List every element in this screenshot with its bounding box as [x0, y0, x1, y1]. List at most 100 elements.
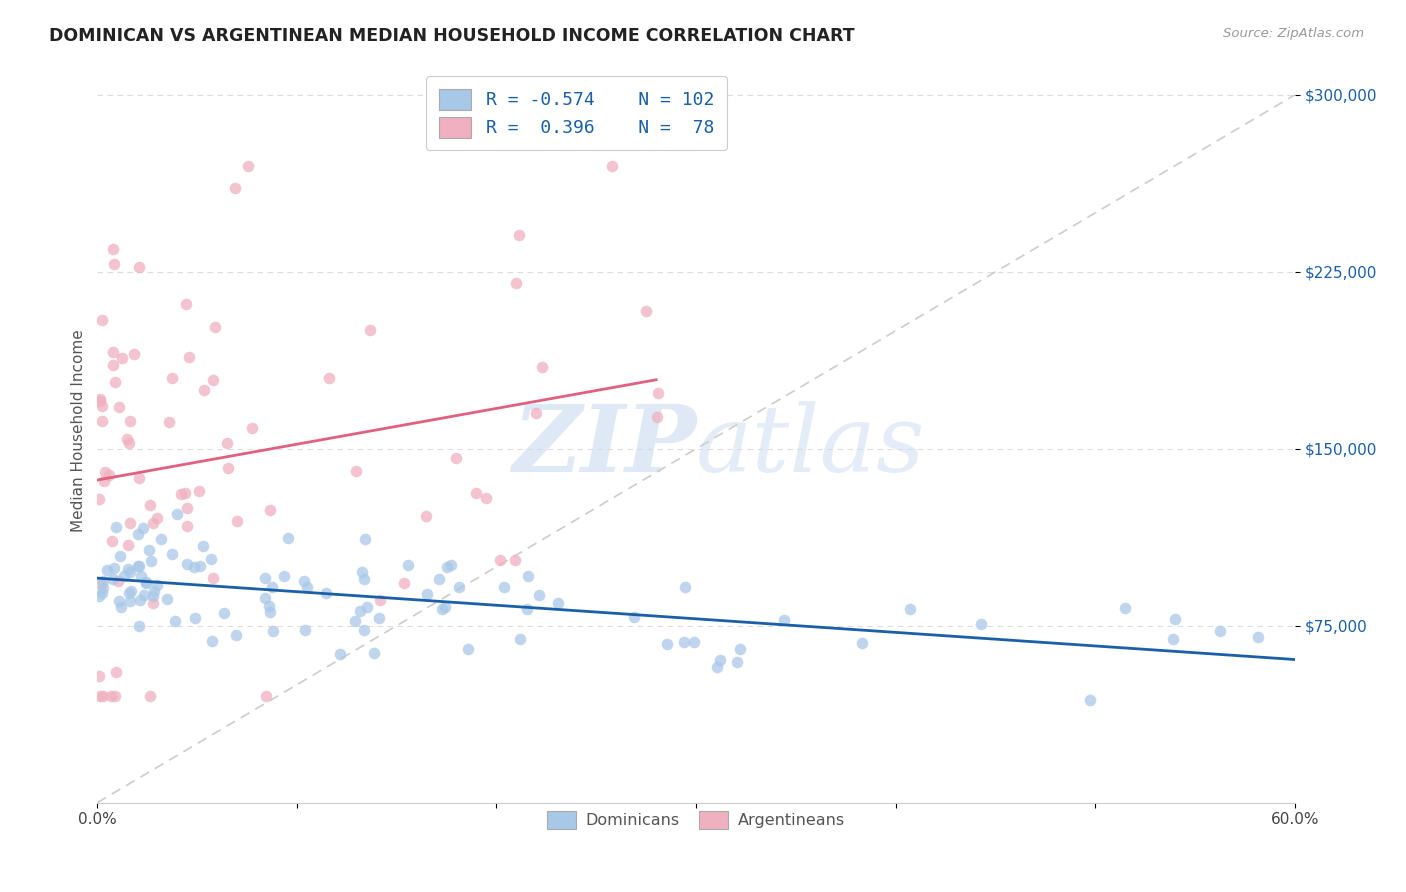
Point	[728, 642, 751, 657]
Point	[103, 560, 125, 574]
Point	[115, 432, 138, 446]
Point	[91, 586, 114, 600]
Point	[103, 358, 125, 372]
Point	[139, 690, 162, 704]
Text: DOMINICAN VS ARGENTINEAN MEDIAN HOUSEHOLD INCOME CORRELATION CHART: DOMINICAN VS ARGENTINEAN MEDIAN HOUSEHOL…	[49, 27, 855, 45]
Point	[89, 589, 111, 603]
Point	[156, 592, 179, 607]
Point	[240, 421, 263, 435]
Point	[97, 468, 120, 483]
Point	[103, 242, 125, 256]
Point	[259, 503, 281, 517]
Point	[217, 436, 239, 450]
Point	[706, 659, 728, 673]
Point	[294, 623, 316, 637]
Point	[134, 588, 156, 602]
Point	[396, 558, 419, 573]
Point	[104, 375, 127, 389]
Point	[162, 371, 184, 385]
Point	[184, 611, 207, 625]
Point	[363, 646, 385, 660]
Point	[128, 470, 150, 484]
Point	[128, 559, 150, 574]
Point	[524, 406, 547, 420]
Point	[773, 613, 796, 627]
Point	[89, 491, 111, 506]
Point	[970, 617, 993, 632]
Point	[359, 322, 381, 336]
Point	[318, 371, 340, 385]
Point	[1164, 612, 1187, 626]
Point	[204, 319, 226, 334]
Point	[127, 527, 149, 541]
Text: ZIP: ZIP	[512, 401, 696, 491]
Point	[531, 360, 554, 375]
Point	[90, 414, 112, 428]
Point	[277, 532, 299, 546]
Point	[128, 618, 150, 632]
Point	[200, 552, 222, 566]
Point	[143, 583, 166, 598]
Point	[131, 568, 153, 582]
Point	[160, 547, 183, 561]
Point	[465, 486, 488, 500]
Point	[432, 602, 454, 616]
Point	[673, 581, 696, 595]
Point	[202, 571, 225, 585]
Point	[647, 385, 669, 400]
Point	[217, 461, 239, 475]
Point	[645, 409, 668, 424]
Point	[655, 637, 678, 651]
Point	[368, 611, 391, 625]
Point	[349, 604, 371, 618]
Point	[120, 516, 142, 530]
Text: Source: ZipAtlas.com: Source: ZipAtlas.com	[1223, 27, 1364, 40]
Point	[315, 586, 337, 600]
Point	[488, 553, 510, 567]
Point	[141, 554, 163, 568]
Point	[176, 557, 198, 571]
Point	[295, 580, 318, 594]
Point	[89, 669, 111, 683]
Point	[127, 558, 149, 573]
Point	[505, 276, 527, 290]
Point	[600, 159, 623, 173]
Point	[254, 571, 277, 585]
Point	[368, 593, 391, 607]
Point	[273, 568, 295, 582]
Point	[356, 600, 378, 615]
Point	[176, 501, 198, 516]
Point	[516, 569, 538, 583]
Point	[253, 591, 276, 606]
Point	[117, 436, 139, 450]
Point	[145, 578, 167, 592]
Point	[344, 614, 367, 628]
Point	[262, 624, 284, 638]
Point	[101, 533, 124, 548]
Point	[117, 538, 139, 552]
Point	[118, 414, 141, 428]
Point	[139, 498, 162, 512]
Point	[505, 553, 527, 567]
Point	[108, 549, 131, 563]
Point	[475, 491, 498, 505]
Point	[166, 508, 188, 522]
Point	[122, 347, 145, 361]
Point	[146, 511, 169, 525]
Point	[118, 593, 141, 607]
Point	[508, 228, 530, 243]
Point	[201, 634, 224, 648]
Point	[262, 580, 284, 594]
Point	[90, 577, 112, 591]
Point	[727, 655, 749, 669]
Point	[96, 563, 118, 577]
Point	[292, 574, 315, 588]
Point	[1080, 693, 1102, 707]
Point	[352, 566, 374, 580]
Point	[108, 400, 131, 414]
Point	[101, 344, 124, 359]
Point	[440, 558, 463, 572]
Point	[1247, 630, 1270, 644]
Point	[91, 690, 114, 704]
Point	[90, 313, 112, 327]
